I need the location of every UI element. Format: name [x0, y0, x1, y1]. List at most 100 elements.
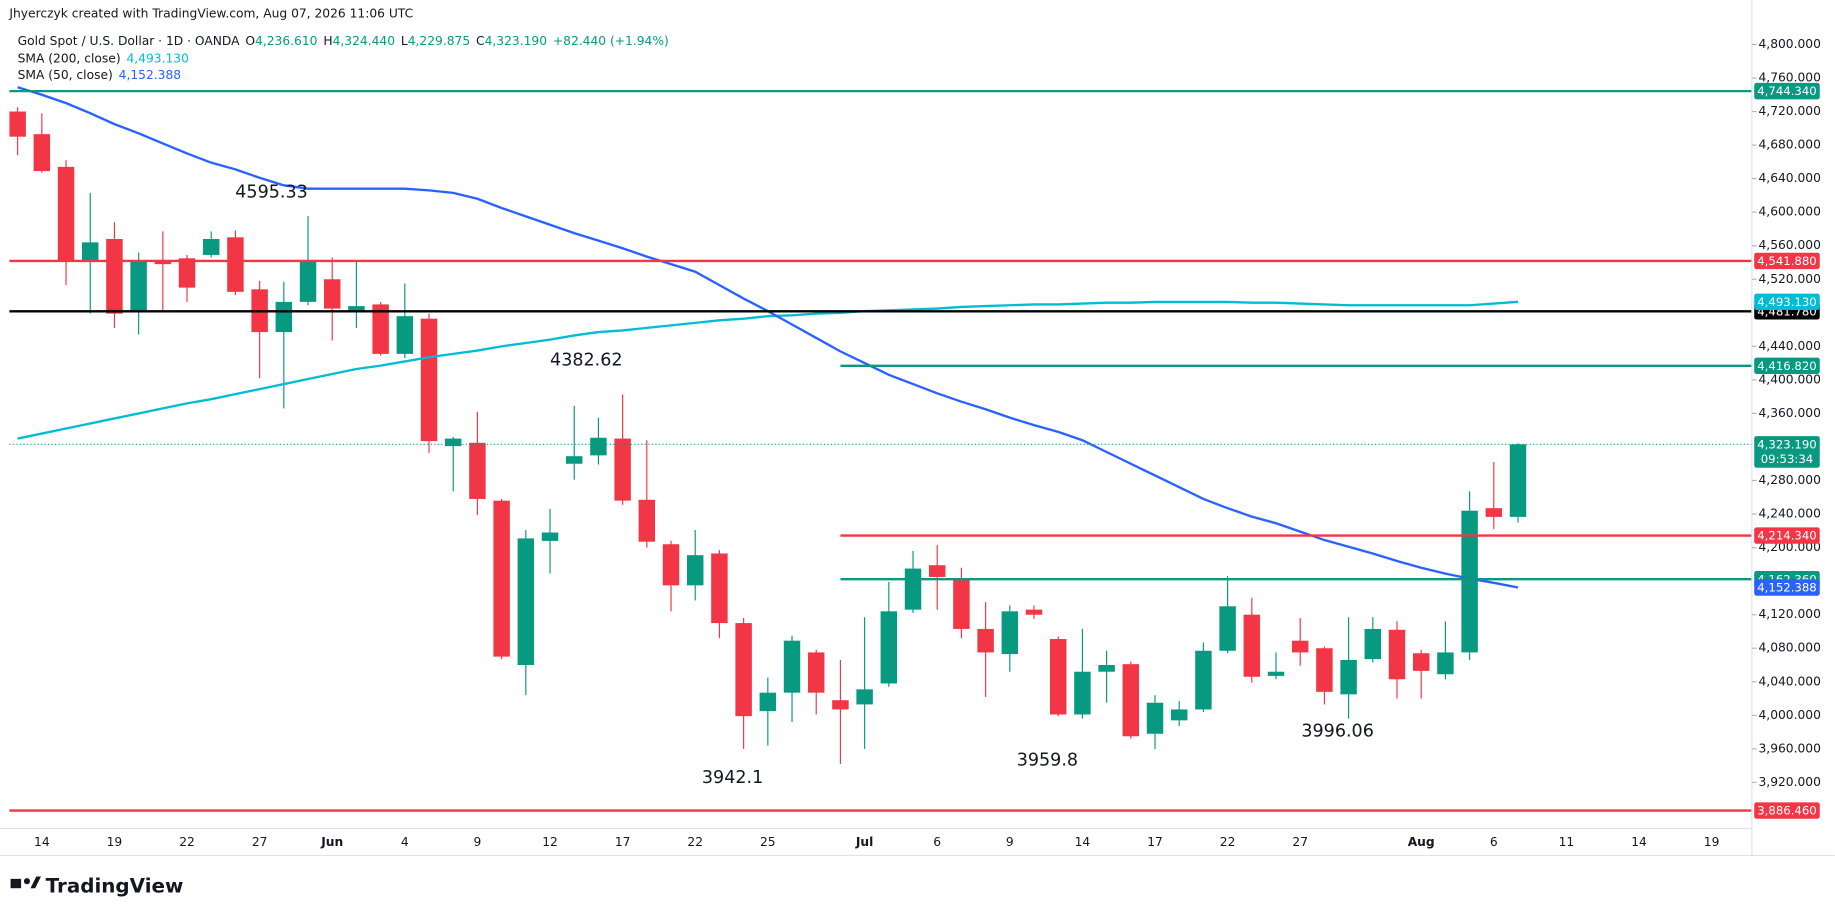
y-tick-label: 4,600.000 [1758, 205, 1820, 219]
x-tick-label: 6 [1490, 835, 1498, 849]
y-tick-label: 4,240.000 [1758, 507, 1820, 521]
candle-body [444, 438, 462, 447]
credit: Jhyerczyk created with TradingView.com, … [8, 7, 413, 21]
legend-key: O [245, 33, 255, 47]
annotation: 3959.8 [1017, 751, 1078, 771]
candle-body [1267, 671, 1285, 676]
candle-body [783, 640, 801, 693]
logo: TradingView [10, 875, 184, 898]
candle-body [1243, 614, 1261, 677]
x-tick-label: 22 [687, 835, 703, 849]
countdown: 09:53:34 [1761, 452, 1814, 466]
y-tick-label: 4,280.000 [1758, 473, 1820, 487]
candle-body [1388, 629, 1406, 680]
candle-body [517, 538, 535, 666]
price-tag-label: 4,744.340 [1757, 84, 1816, 98]
x-tick-label: Jul [855, 835, 874, 849]
legend-change: +82.440 (+1.94%) [553, 33, 669, 47]
candle-body [299, 261, 317, 302]
candle-body [1509, 444, 1527, 517]
price-tag [1754, 527, 1820, 544]
x-tick-label: 4 [401, 835, 409, 849]
x-tick-label: 17 [1147, 835, 1163, 849]
x-tick-label: 14 [34, 835, 50, 849]
x-tick-label: 9 [1006, 835, 1014, 849]
candle-body [372, 304, 389, 354]
x-tick-label: 27 [1292, 835, 1308, 849]
x-tick-label: 22 [1220, 835, 1236, 849]
price-tag [1754, 436, 1820, 468]
candle-body [807, 652, 825, 693]
candle-body [9, 111, 26, 137]
candle-body [541, 532, 559, 541]
candle-body [1316, 648, 1333, 692]
price-tag [1754, 579, 1820, 596]
x-tick-label: Jun [320, 835, 343, 849]
candle-body [1219, 606, 1236, 651]
y-tick-label: 4,800.000 [1758, 37, 1820, 51]
candle-body [614, 438, 631, 501]
y-tick-label: 4,560.000 [1758, 238, 1820, 252]
candle-body [1437, 652, 1454, 675]
candle-body [1291, 640, 1309, 653]
candle-body [178, 258, 196, 288]
candle-body [1461, 510, 1478, 653]
candle-body [469, 442, 486, 499]
x-tick-label: 17 [615, 835, 631, 849]
y-tick-label: 4,640.000 [1758, 171, 1820, 185]
legend-series-name: SMA (50, close) [18, 67, 113, 81]
legend-value: 4,324.440 [333, 33, 395, 47]
candle-body [759, 692, 777, 712]
y-tick-label: 4,000.000 [1758, 708, 1820, 722]
candle-body [130, 261, 147, 312]
candle-body [1049, 639, 1067, 715]
sma-line [17, 300, 1519, 440]
candle-body [1412, 653, 1430, 671]
y-tick-label: 4,520.000 [1758, 272, 1820, 286]
y-tick-label: 3,920.000 [1758, 775, 1820, 789]
legend-key: C [476, 33, 485, 47]
x-tick-label: 19 [1704, 835, 1720, 849]
price-tag [1754, 293, 1820, 310]
candle-body [1122, 664, 1140, 737]
y-tick-label: 3,960.000 [1758, 741, 1820, 755]
y-tick-label: 4,680.000 [1758, 138, 1820, 152]
price-tag-label: 4,541.880 [1757, 254, 1816, 268]
candle-body [856, 689, 873, 705]
legend-row: Gold Spot / U.S. Dollar · 1D · OANDA O4,2… [18, 33, 669, 47]
candle-body [348, 306, 365, 312]
candle-body [638, 499, 656, 542]
candle-body [832, 700, 849, 710]
annotation: 3942.1 [702, 768, 763, 788]
candle-body [323, 279, 341, 309]
legend-row: SMA (50, close) 4,152.388 [18, 67, 182, 81]
candle-body [1098, 665, 1115, 672]
logo-text: TradingView [46, 875, 184, 898]
candle-body [686, 555, 704, 586]
candle-body [33, 134, 51, 172]
y-tick-label: 4,080.000 [1758, 641, 1820, 655]
candle-body [977, 628, 994, 653]
candle-body [227, 237, 244, 292]
legend-value: 4,323.190 [485, 33, 547, 47]
candle-body [1195, 650, 1212, 710]
candle-body [565, 456, 583, 464]
legend-key: H [323, 33, 332, 47]
candle-body [590, 437, 607, 456]
price-tag-label: 4,214.340 [1757, 529, 1816, 543]
legend-title: Gold Spot / U.S. Dollar · 1D · OANDA [18, 33, 241, 47]
legend-row: SMA (200, close) 4,493.130 [18, 51, 189, 65]
y-tick-label: 4,040.000 [1758, 674, 1820, 688]
candle-body [396, 316, 414, 354]
x-tick-label: 25 [760, 835, 776, 849]
candle-body [711, 553, 728, 624]
candle-body [662, 544, 680, 586]
legend-value: 4,236.610 [255, 33, 317, 47]
candle-body [1364, 628, 1382, 660]
candle-body [420, 318, 438, 442]
x-tick-label: 6 [933, 835, 941, 849]
y-tick-label: 4,120.000 [1758, 607, 1820, 621]
